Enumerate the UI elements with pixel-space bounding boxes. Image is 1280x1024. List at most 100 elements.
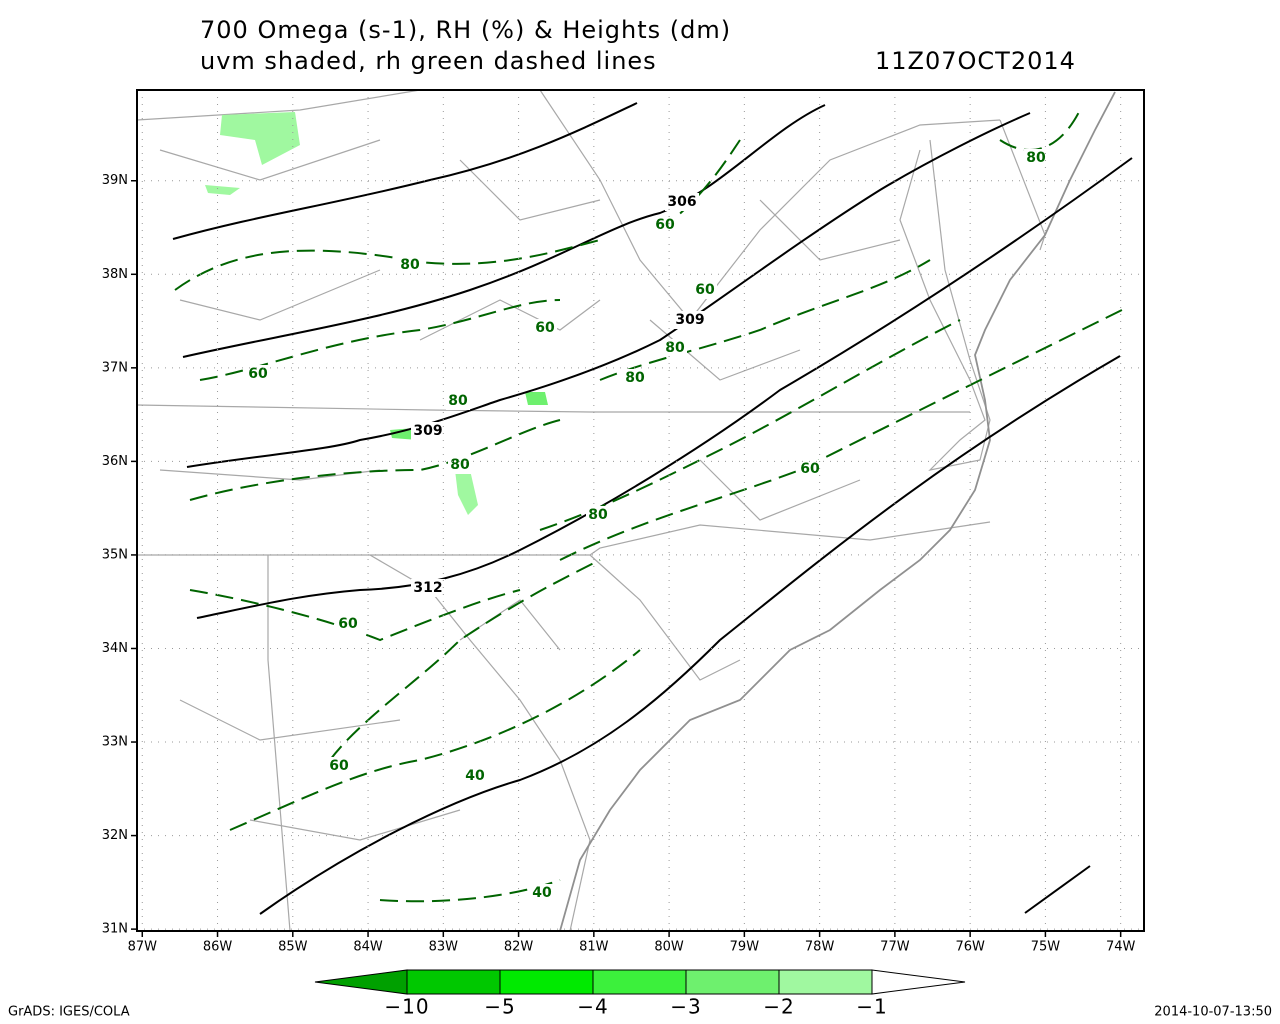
footer-right: 2014-10-07-13:50 [1154,1005,1272,1020]
x-tick-label: 75W [1031,940,1061,955]
rh-label: 80 [1026,150,1046,166]
rh-label: 60 [535,320,555,336]
label-bg [673,311,707,329]
x-tick-label: 86W [203,940,233,955]
rh-label: 40 [532,885,552,901]
colorbar-label: −5 [484,995,515,1019]
x-tick-label: 82W [504,940,534,955]
colorbar-box [499,969,594,995]
label-bg [411,422,445,440]
x-tick-label: 78W [805,940,835,955]
x-tick-label: 83W [429,940,459,955]
colorbar-label: −3 [670,995,701,1019]
state-line [136,404,970,413]
height-contour [182,104,826,358]
rh-contour [999,109,1081,151]
state-line [419,299,601,341]
y-tick-label: 33N [102,735,128,750]
label-bg [530,884,554,902]
rh-contour [559,309,1123,561]
state-line [136,89,421,121]
rh-label: 40 [465,768,485,784]
label-bg [586,506,610,524]
shaded-area [455,470,478,515]
label-bg [653,216,677,234]
shaded-area [525,392,548,405]
colorbar-box [778,969,873,995]
height-contour [1024,865,1091,914]
height-label: 306 [667,194,696,210]
rh-label: 60 [329,758,349,774]
shaded-area [205,185,240,195]
x-tick-label: 84W [353,940,383,955]
state-line [589,554,741,681]
rh-label: 80 [448,393,468,409]
y-tick-label: 35N [102,547,128,562]
colorbar-box [406,969,501,995]
height-contour [259,355,1121,915]
rh-contour [189,419,561,501]
x-tick-label: 74W [1106,940,1136,955]
height-label: 312 [413,580,442,596]
colorbar-box [592,969,687,995]
colorbar-label: −4 [577,995,608,1019]
subtitle: uvm shaded, rh green dashed lines [200,47,657,75]
label-bg [663,339,687,357]
state-line [267,555,291,932]
shaded-area [220,112,300,165]
title: 700 Omega (s-1), RH (%) & Heights (dm) [200,16,731,44]
rh-label: 60 [695,282,715,298]
state-line [539,89,1001,321]
footer-left: GrADS: IGES/COLA [8,1005,130,1020]
label-bg [693,281,717,299]
colorbar-label: −1 [856,995,887,1019]
height-label: 309 [675,312,704,328]
rh-label: 60 [248,366,268,382]
y-tick-label: 37N [102,360,128,375]
colorbar-box [685,969,780,995]
rh-contour [229,649,641,831]
rh-label: 80 [665,340,685,356]
y-tick-label: 34N [102,641,128,656]
rh-label: 60 [655,217,675,233]
x-tick-label: 85W [278,940,308,955]
colorbar-low [314,969,408,995]
rh-label: 80 [450,457,470,473]
label-bg [327,757,351,775]
label-bg [665,193,699,211]
label-bg [1024,149,1048,167]
height-contour [186,112,1031,468]
rh-contour [599,259,931,381]
x-tick-label: 81W [579,940,609,955]
label-bg [246,365,270,383]
coastline [559,91,1116,932]
rh-contour [189,589,521,642]
rh-label: 80 [625,370,645,386]
x-tick-label: 77W [880,940,910,955]
boundaries [136,89,1116,932]
rh-contour [329,559,601,761]
x-tick-label: 80W [654,940,684,955]
colorbar-high [871,969,966,995]
height-contour [172,102,638,240]
height-label: 309 [413,423,442,439]
rh-label: 80 [400,257,420,273]
y-tick-label: 32N [102,828,128,843]
x-tick-label: 76W [955,940,985,955]
colorbar-label: −10 [384,995,429,1019]
label-bg [533,319,557,337]
county-lines [159,139,901,841]
label-bg [623,369,647,387]
colorbar-label: −2 [763,995,794,1019]
label-bg [463,767,487,785]
label-bg [411,579,445,597]
y-tick-label: 39N [102,173,128,188]
label-bg [448,456,472,474]
y-tick-label: 31N [102,922,128,937]
label-bg [336,615,360,633]
label-bg [798,460,822,478]
valid-time: 11Z07OCT2014 [875,47,1076,75]
x-tick-label: 87W [128,940,158,955]
rh-label: 60 [800,461,820,477]
